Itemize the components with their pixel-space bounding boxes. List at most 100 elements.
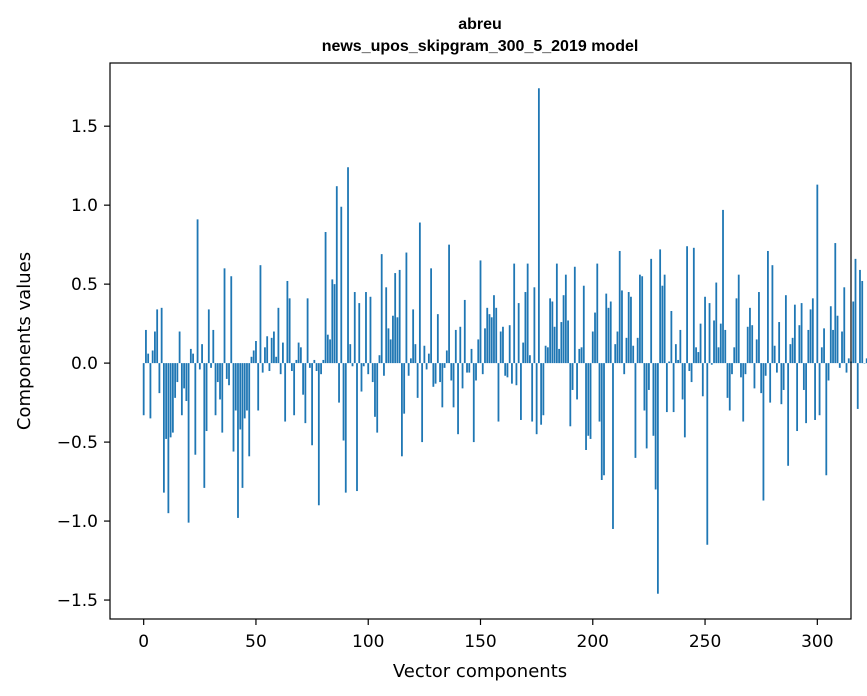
bar	[793, 304, 796, 364]
bar	[569, 363, 572, 427]
bar	[612, 363, 614, 529]
bar	[304, 363, 307, 424]
bar	[493, 295, 495, 364]
bar	[580, 347, 583, 364]
bar	[299, 347, 302, 364]
bar	[809, 309, 812, 364]
bar	[744, 363, 747, 375]
bar	[717, 347, 720, 364]
bar	[432, 363, 435, 387]
bar	[749, 307, 751, 364]
bar	[634, 363, 637, 458]
bar	[820, 347, 823, 364]
bar	[823, 328, 825, 364]
bar	[845, 363, 848, 373]
bar	[322, 359, 325, 364]
bar	[288, 298, 291, 364]
bar	[205, 363, 208, 432]
bar	[266, 336, 269, 364]
bar	[560, 322, 563, 364]
bar	[466, 363, 468, 373]
bar	[650, 258, 653, 364]
bar	[342, 363, 345, 441]
bar	[259, 265, 262, 364]
bar	[225, 363, 228, 379]
bar	[369, 296, 372, 364]
bar	[409, 358, 412, 364]
bar	[672, 363, 675, 413]
bar	[214, 363, 217, 416]
bar	[176, 363, 179, 383]
bar	[158, 363, 161, 394]
bar	[686, 246, 688, 364]
bar	[201, 344, 203, 364]
bar	[802, 363, 805, 390]
bar	[344, 363, 347, 493]
bar	[784, 295, 787, 364]
bar	[639, 274, 641, 364]
bar	[811, 298, 814, 364]
bar	[778, 322, 781, 364]
bar	[558, 348, 560, 364]
bar	[273, 331, 275, 364]
x-axis-label: Vector components	[393, 661, 567, 682]
bar	[463, 299, 466, 364]
bar	[443, 363, 446, 368]
bar	[302, 363, 305, 395]
bar	[232, 363, 235, 452]
bar	[450, 363, 453, 381]
bar	[535, 363, 538, 435]
bar	[692, 247, 695, 364]
bar	[504, 363, 507, 376]
bar	[854, 258, 857, 364]
bar	[780, 363, 783, 405]
bar	[207, 309, 210, 364]
bar	[257, 363, 260, 411]
bar	[468, 363, 471, 373]
bar	[436, 314, 439, 364]
bar	[773, 345, 776, 364]
bar	[187, 363, 190, 523]
bar	[632, 345, 635, 364]
bar	[807, 329, 810, 364]
bar	[607, 307, 610, 364]
bar	[246, 363, 248, 411]
bar	[297, 342, 300, 364]
bar	[459, 326, 462, 364]
bar	[268, 363, 271, 372]
chart-title-line1: abreu	[458, 16, 502, 33]
bar	[454, 329, 457, 364]
bar	[719, 323, 722, 364]
bar	[708, 303, 711, 364]
bar	[421, 363, 424, 443]
bar	[481, 363, 484, 375]
bar	[731, 363, 733, 375]
bar	[542, 363, 545, 416]
bar	[396, 317, 399, 364]
bar	[223, 268, 226, 364]
bar	[241, 363, 244, 488]
bar	[701, 363, 704, 397]
bar	[212, 329, 215, 364]
bar	[578, 348, 581, 364]
bar	[239, 363, 242, 430]
bar	[169, 363, 172, 438]
bar	[219, 363, 221, 400]
bar	[540, 363, 543, 425]
bar	[156, 309, 159, 364]
bar	[230, 276, 233, 364]
bar	[688, 363, 691, 372]
bar	[652, 363, 655, 436]
bar	[333, 284, 336, 364]
bar	[659, 249, 662, 364]
bar	[585, 363, 587, 450]
bar	[385, 287, 388, 364]
y-tick-label: 1.0	[71, 196, 98, 216]
bar	[189, 348, 192, 364]
bar	[769, 363, 772, 403]
bar	[695, 347, 697, 364]
bar	[683, 363, 686, 438]
bar	[753, 363, 756, 389]
x-tick-label: 0	[138, 632, 149, 652]
